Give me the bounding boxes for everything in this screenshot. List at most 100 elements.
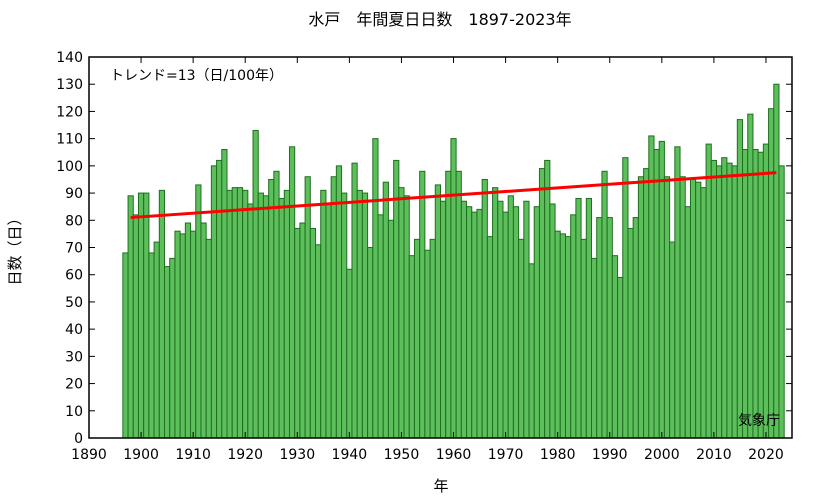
bar-1912: [200, 222, 207, 439]
bar-1937: [330, 176, 337, 439]
bar-2002: [669, 241, 676, 439]
y-tick-label: 50: [65, 295, 83, 311]
y-tick-label: 80: [65, 213, 83, 229]
bar-1907: [174, 230, 181, 439]
bar-1947: [382, 181, 389, 439]
bar-1925: [268, 178, 275, 439]
bar-2017: [747, 113, 754, 439]
bar-2015: [736, 119, 744, 439]
bar-1966: [481, 178, 488, 439]
bar-1935: [320, 189, 327, 439]
bar-1946: [377, 214, 384, 439]
bar-1955: [424, 249, 431, 439]
y-tick-label: 130: [56, 77, 83, 93]
bar-1923: [257, 192, 264, 439]
y-tick-label: 0: [74, 431, 83, 447]
bar-1944: [367, 247, 374, 439]
bar-1961: [455, 170, 462, 439]
trend-line: [130, 171, 777, 220]
y-tick-label: 30: [65, 349, 83, 365]
bar-1979: [549, 203, 556, 439]
y-tick-label: 110: [56, 132, 83, 148]
x-axis-label: 年: [433, 477, 448, 495]
bar-1932: [304, 176, 311, 439]
bar-1900: [137, 192, 145, 439]
bar-1939: [341, 192, 348, 439]
bar-2001: [663, 176, 671, 439]
bar-1987: [591, 257, 598, 439]
bar-1978: [544, 159, 551, 439]
bar-1992: [617, 276, 624, 439]
x-tick-label: 1960: [436, 447, 472, 463]
bar-1902: [148, 252, 155, 439]
x-tick-label: 1990: [592, 447, 628, 463]
bar-1958: [440, 200, 447, 439]
bar-1977: [538, 168, 546, 439]
x-tick-label: 1940: [332, 447, 368, 463]
bar-1991: [611, 255, 619, 439]
x-tick-label: 2020: [748, 447, 784, 463]
y-tick-label: 140: [56, 50, 83, 66]
x-tick-label: 2000: [644, 447, 680, 463]
bar-2010: [710, 159, 717, 439]
x-tick-label: 1890: [71, 447, 107, 463]
bar-1903: [153, 241, 160, 439]
bar-1950: [398, 187, 405, 439]
bar-1962: [460, 200, 468, 439]
bar-1956: [429, 238, 436, 439]
bar-1972: [512, 206, 520, 439]
bar-1963: [466, 206, 473, 439]
bar-1982: [564, 236, 572, 439]
bar-1931: [299, 222, 306, 439]
bar-1930: [294, 227, 301, 439]
y-tick-label: 40: [65, 322, 83, 338]
bar-1984: [575, 198, 582, 439]
bar-1915: [216, 159, 223, 439]
bar-2018: [752, 149, 759, 439]
bar-1980: [554, 230, 561, 439]
bar-1918: [231, 187, 238, 439]
y-tick-label: 20: [65, 377, 83, 393]
bar-1945: [372, 138, 379, 439]
bar-1916: [221, 149, 228, 439]
bar-1906: [169, 257, 176, 439]
bar-1910: [190, 230, 197, 439]
x-tick-label: 1920: [227, 447, 263, 463]
bar-1969: [497, 200, 504, 439]
bar-1965: [476, 208, 483, 439]
bar-2009: [705, 143, 712, 439]
x-tick-label: 2010: [696, 447, 732, 463]
bar-2003: [674, 146, 681, 439]
bar-1941: [351, 162, 358, 439]
bar-1971: [507, 195, 514, 439]
y-tick-label: 100: [56, 159, 83, 175]
y-tick-label: 60: [65, 268, 83, 284]
bar-1897: [122, 252, 129, 439]
x-tick-label: 1910: [175, 447, 211, 463]
y-axis-label: 日数（日）: [6, 210, 24, 285]
bar-1983: [570, 214, 577, 439]
bar-1942: [356, 189, 363, 439]
bar-1922: [252, 129, 259, 439]
bar-2020: [762, 143, 770, 439]
bar-1967: [486, 236, 494, 439]
bar-1970: [502, 211, 509, 439]
bar-2012: [721, 157, 728, 439]
bar-1909: [184, 222, 192, 439]
bar-1899: [132, 214, 139, 439]
bar-1953: [413, 238, 421, 439]
bar-2005: [684, 206, 691, 439]
bar-1908: [179, 233, 186, 439]
bar-1904: [158, 189, 166, 439]
bar-1917: [226, 189, 233, 439]
bar-1905: [164, 266, 171, 439]
bar-1981: [559, 233, 566, 439]
bar-1997: [643, 168, 650, 439]
bar-1975: [528, 263, 535, 439]
bar-1940: [346, 268, 353, 439]
bar-1927: [278, 198, 285, 439]
bar-1948: [387, 219, 395, 439]
bar-2007: [695, 181, 702, 439]
bar-1901: [143, 192, 150, 439]
